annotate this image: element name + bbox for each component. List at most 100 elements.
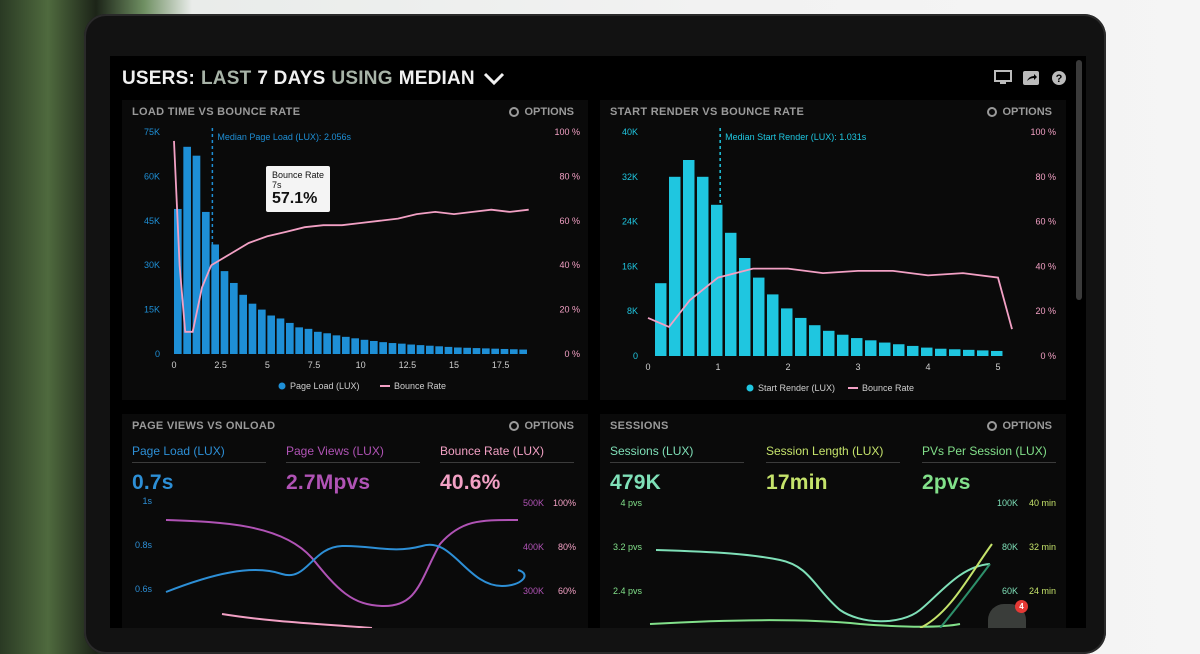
bar bbox=[230, 282, 238, 354]
kpi-value: 2pvs bbox=[922, 471, 971, 494]
kpi-session-length[interactable]: Session Length (LUX) 17min bbox=[766, 444, 900, 495]
monitor-icon[interactable] bbox=[994, 70, 1012, 86]
kpi-label: Bounce Rate (LUX) bbox=[440, 444, 574, 463]
start-render-panel: START RENDER VS BOUNCE RATE OPTIONS 40K 3… bbox=[600, 100, 1066, 400]
tick-label: 32 min bbox=[1029, 542, 1056, 552]
y-tick-label: 16K bbox=[622, 261, 638, 271]
chat-button[interactable]: 4 bbox=[988, 600, 1028, 628]
gear-icon bbox=[987, 107, 998, 117]
kpi-pvs-per-session[interactable]: PVs Per Session (LUX) 2pvs bbox=[922, 444, 1056, 495]
options-button[interactable]: OPTIONS bbox=[509, 106, 574, 118]
bar bbox=[332, 335, 341, 354]
options-button[interactable]: OPTIONS bbox=[987, 106, 1052, 118]
bar bbox=[753, 277, 765, 356]
bar bbox=[963, 349, 975, 356]
bounce-rate-line bbox=[221, 613, 373, 628]
y-tick-label: 80 % bbox=[1035, 172, 1056, 182]
pvs-line bbox=[649, 619, 961, 628]
bar bbox=[276, 318, 285, 354]
bar bbox=[921, 347, 933, 356]
options-button[interactable]: OPTIONS bbox=[509, 420, 574, 432]
bar bbox=[192, 155, 201, 354]
x-tick-label: 4 bbox=[925, 362, 930, 372]
bar bbox=[510, 349, 518, 354]
y-tick-label: 0 % bbox=[1040, 351, 1056, 361]
panel-title: PAGE VIEWS VS ONLOAD bbox=[132, 420, 276, 432]
y-tick-label: 32K bbox=[622, 172, 638, 182]
title-users: USERS: bbox=[122, 68, 195, 89]
y-tick-label: 60K bbox=[144, 171, 160, 181]
kpi-page-load[interactable]: Page Load (LUX) 0.7s bbox=[132, 444, 266, 495]
tooltip-label: Bounce Rate bbox=[272, 170, 325, 180]
panel-title: SESSIONS bbox=[610, 420, 669, 432]
bar bbox=[935, 348, 947, 356]
x-tick-label: 3 bbox=[855, 362, 860, 372]
bar bbox=[426, 345, 434, 354]
bar bbox=[491, 348, 499, 354]
x-tick-label: 12.5 bbox=[399, 360, 417, 370]
x-tick-label: 7.5 bbox=[308, 360, 321, 370]
gear-icon bbox=[987, 421, 998, 431]
bar bbox=[239, 294, 247, 354]
tooltip-sub: 7s bbox=[272, 180, 282, 190]
y-tick-label: 80 % bbox=[559, 171, 580, 181]
bar bbox=[314, 331, 322, 354]
legend-label: Bounce Rate bbox=[862, 383, 914, 393]
legend-marker bbox=[746, 384, 754, 392]
start-render-chart: 40K 32K 24K 16K 8K 0 100 % 80 % 60 % 40 % 20 % 0 % 0… bbox=[622, 127, 1056, 393]
page-load-line bbox=[165, 543, 526, 593]
bar bbox=[669, 176, 681, 356]
tick-label: 3.2 pvs bbox=[613, 542, 643, 552]
bounce-tooltip: Bounce Rate 7s 57.1% bbox=[266, 166, 331, 212]
bar bbox=[407, 344, 415, 354]
tick-label: 80% bbox=[558, 542, 576, 552]
chevron-down-icon[interactable] bbox=[483, 72, 505, 86]
load-time-panel: LOAD TIME VS BOUNCE RATE OPTIONS 75K 60K 4… bbox=[122, 100, 588, 400]
kpi-bounce-rate[interactable]: Bounce Rate (LUX) 40.6% bbox=[440, 444, 574, 495]
tick-label: 40 min bbox=[1029, 498, 1056, 508]
kpi-label: Page Views (LUX) bbox=[286, 444, 420, 463]
page-views-panel: PAGE VIEWS VS ONLOAD OPTIONS Page Load (… bbox=[122, 414, 588, 628]
y-tick-label: 15K bbox=[144, 305, 160, 315]
bar bbox=[907, 345, 919, 356]
bar bbox=[435, 346, 443, 354]
bar bbox=[879, 342, 891, 356]
share-icon[interactable] bbox=[1022, 70, 1040, 86]
title-median: MEDIAN bbox=[398, 68, 475, 89]
options-button[interactable]: OPTIONS bbox=[987, 420, 1052, 432]
scrollbar[interactable] bbox=[1076, 60, 1082, 300]
tick-label: 80K bbox=[1002, 542, 1018, 552]
kpi-value: 17min bbox=[766, 471, 828, 494]
x-tick-label: 5 bbox=[265, 360, 270, 370]
bar bbox=[991, 350, 1003, 356]
bounce-rate-line bbox=[647, 267, 1013, 330]
bar bbox=[837, 334, 849, 356]
bar bbox=[893, 344, 905, 356]
bar bbox=[286, 322, 294, 354]
help-icon[interactable]: ? bbox=[1050, 70, 1068, 86]
session-length-line bbox=[919, 543, 993, 628]
bar bbox=[416, 345, 425, 354]
kpi-page-views[interactable]: Page Views (LUX) 2.7Mpvs bbox=[286, 444, 420, 495]
kpi-sessions[interactable]: Sessions (LUX) 479K bbox=[610, 444, 744, 495]
bar bbox=[767, 294, 779, 356]
gear-icon bbox=[509, 107, 520, 117]
y-tick-label: 20 % bbox=[559, 305, 580, 315]
page-title[interactable]: USERS: LAST 7 DAYS USING MEDIAN bbox=[122, 66, 505, 92]
kpi-value: 479K bbox=[610, 471, 662, 494]
bar bbox=[977, 350, 989, 356]
title-last: LAST bbox=[201, 68, 252, 89]
bar bbox=[795, 317, 807, 356]
bar bbox=[809, 325, 821, 356]
y-tick-label: 100 % bbox=[1030, 127, 1056, 137]
tick-label: 60% bbox=[558, 586, 576, 596]
tick-label: 100% bbox=[553, 498, 576, 508]
bar bbox=[174, 208, 182, 354]
y-tick-label: 75K bbox=[144, 127, 160, 137]
kpi-label: Session Length (LUX) bbox=[766, 444, 900, 463]
y-tick-label: 100 % bbox=[554, 127, 580, 137]
bar bbox=[444, 346, 453, 354]
kpi-label: Sessions (LUX) bbox=[610, 444, 744, 463]
y-tick-label: 0 % bbox=[564, 349, 580, 359]
sessions-panel: SESSIONS OPTIONS Sessions (LUX) 479K Ses… bbox=[600, 414, 1066, 628]
